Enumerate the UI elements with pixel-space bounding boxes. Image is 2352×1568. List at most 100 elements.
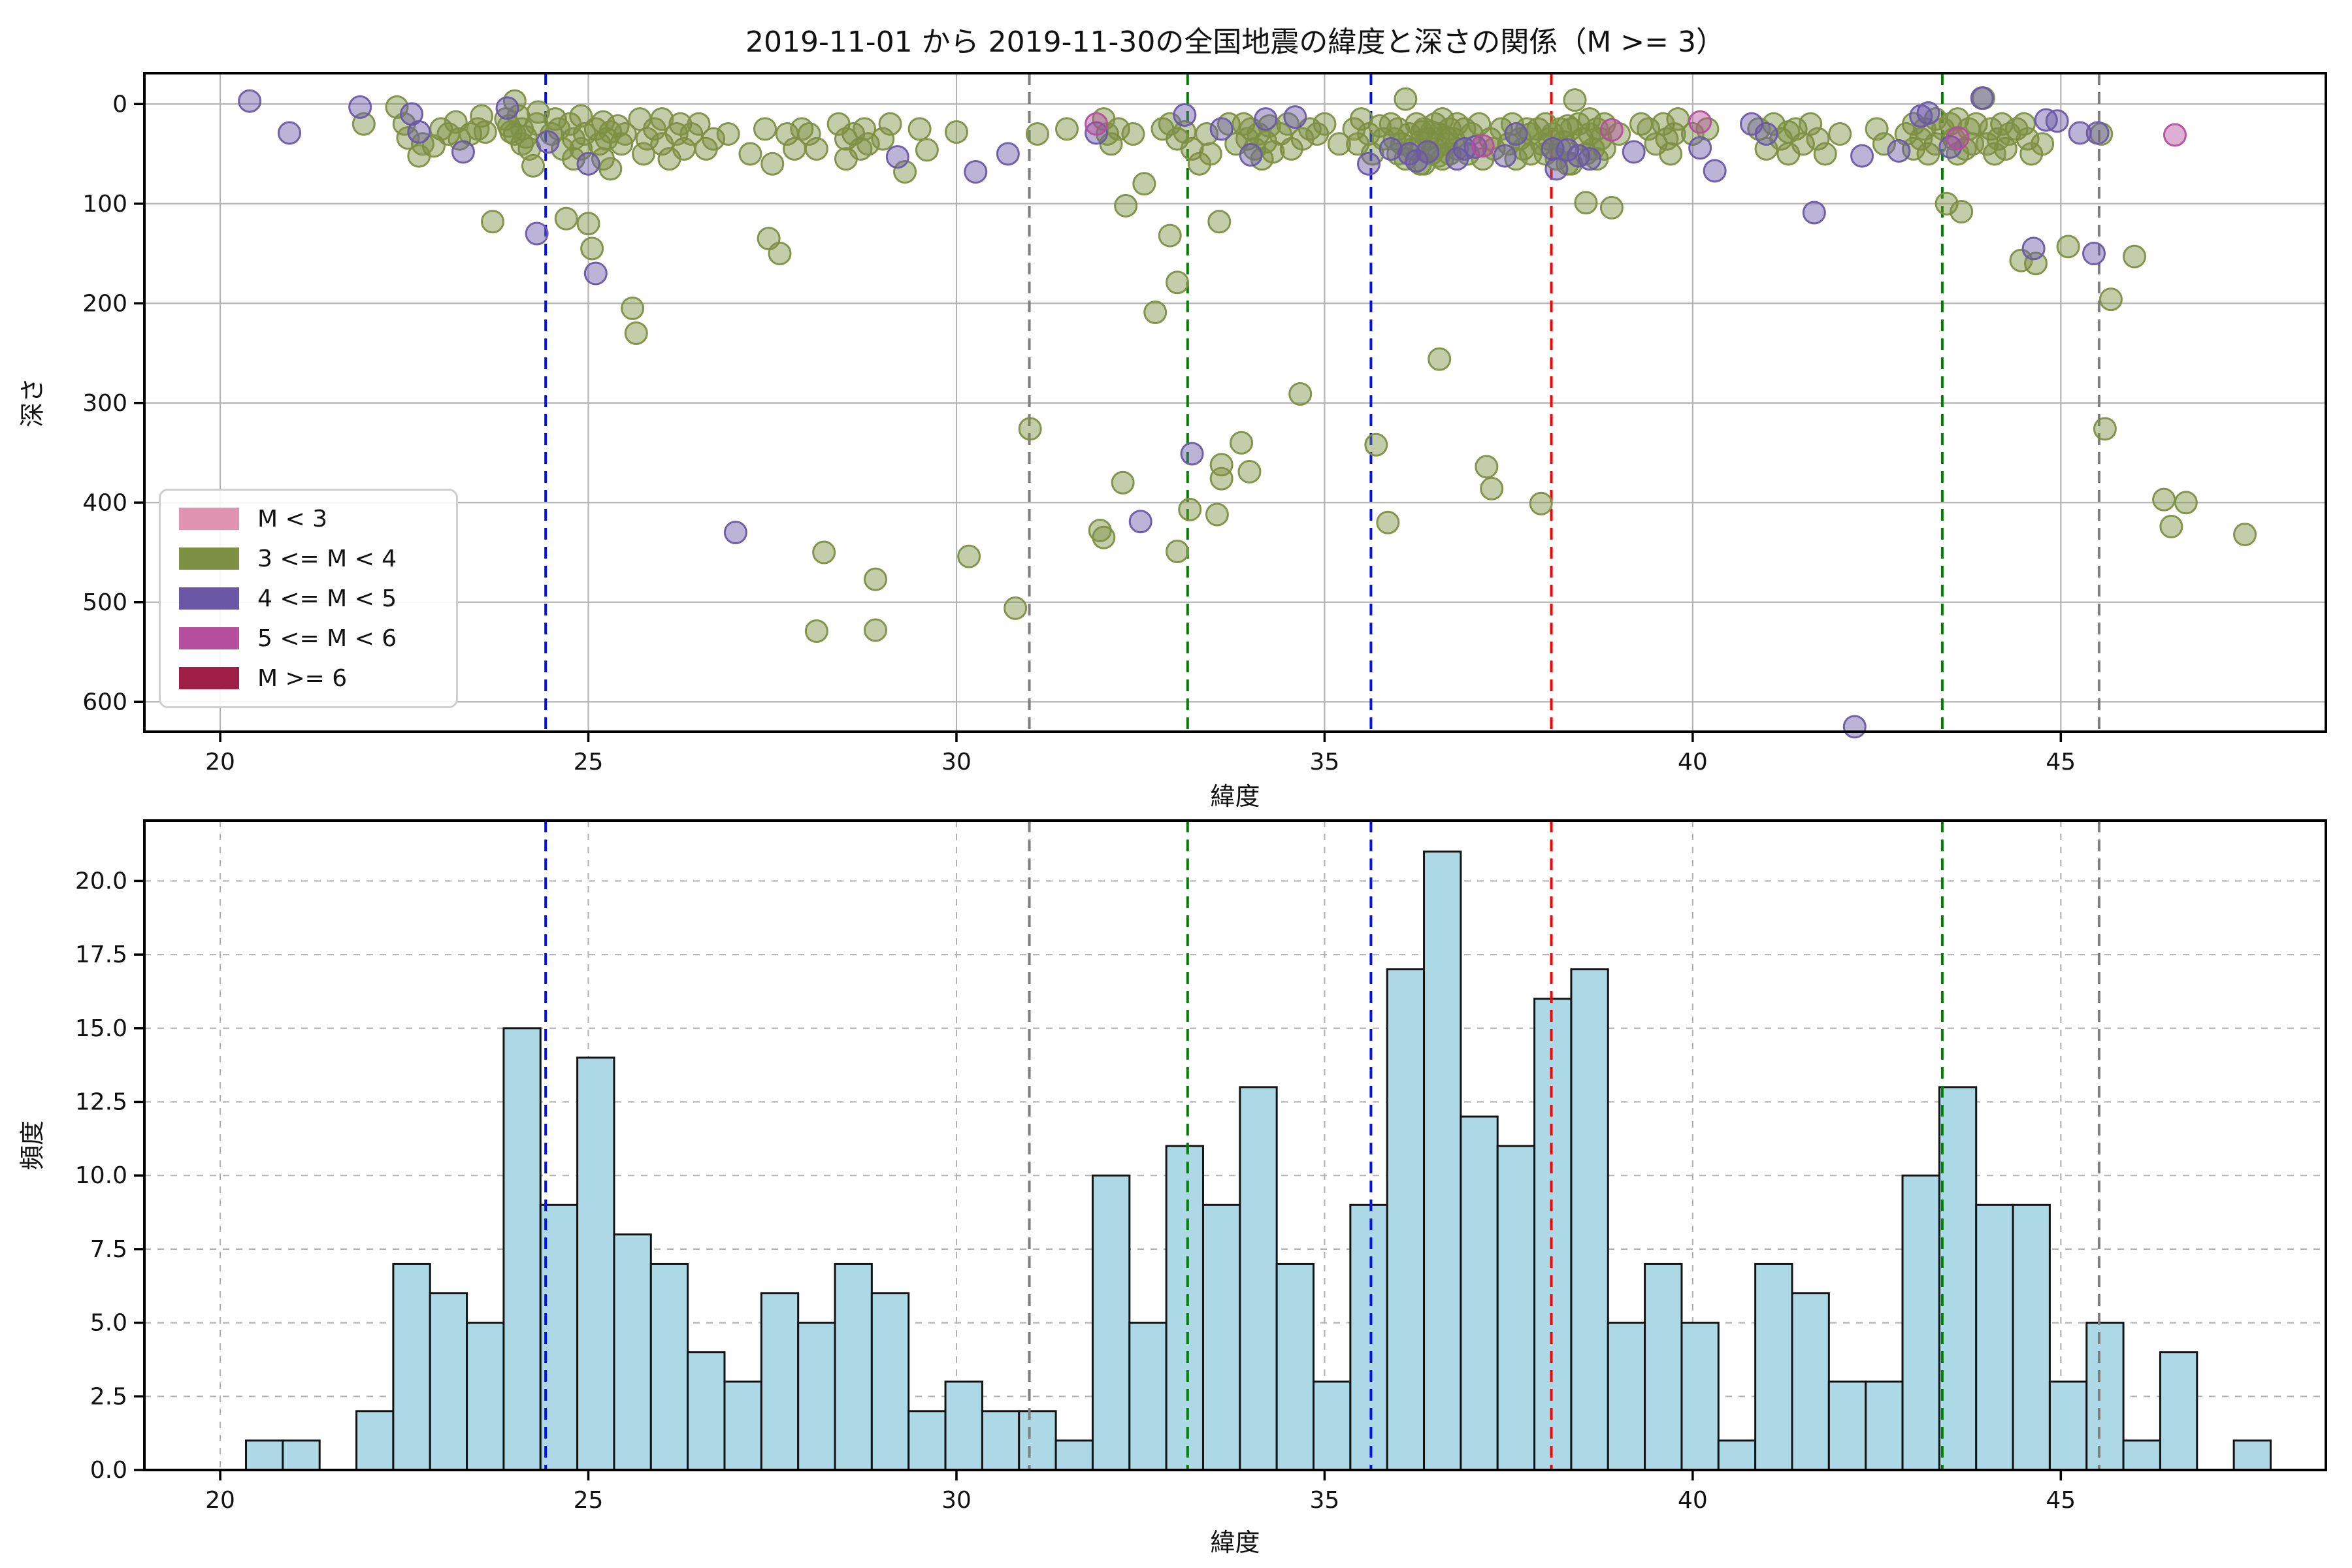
scatter-point (760, 152, 785, 176)
scatter-point (702, 127, 726, 151)
histogram-bar (1717, 1439, 1757, 1471)
scatter-point (2152, 487, 2176, 512)
histogram-bar (1386, 968, 1426, 1471)
scatter-point (1850, 144, 1874, 168)
scatter-point (1802, 201, 1826, 225)
y-tick-label: 400 (82, 489, 127, 516)
x-tick-label: 40 (1678, 1487, 1708, 1514)
histogram-bar (1018, 1410, 1057, 1471)
scatter-point (1637, 117, 1661, 141)
scatter-point (1688, 136, 1712, 160)
scatter-point (1806, 127, 1830, 151)
scatter-point (1416, 140, 1440, 164)
histogram-bar (1754, 1262, 1793, 1471)
scatter-point (1173, 103, 1197, 127)
scatter-point (583, 261, 608, 286)
x-tick-label: 30 (941, 1487, 972, 1514)
legend-item: M >= 6 (179, 663, 438, 693)
y-tick-label: 600 (82, 689, 127, 715)
histogram-bar (1570, 968, 1609, 1471)
scatter-point (1205, 502, 1229, 527)
scatter-point (1428, 347, 1452, 371)
histogram-bar (1275, 1262, 1315, 1471)
scatter-point (576, 152, 600, 176)
histogram-bar (1938, 1086, 1978, 1471)
scatter-point (1178, 497, 1202, 521)
scatter-series (238, 86, 2110, 739)
histogram-bar (2159, 1351, 2198, 1471)
y-tick-label: 0.0 (90, 1457, 127, 1484)
y-tick-label: 17.5 (75, 941, 127, 968)
histogram-bar (870, 1292, 910, 1471)
scatter-point (1230, 431, 1254, 455)
scatter-point (1887, 139, 1911, 163)
histogram-bar (1791, 1292, 1830, 1471)
magnitude-legend: M < 3 3 <= M < 4 4 <= M < 5 5 <= M < 6 M >= … (159, 489, 458, 708)
scatter-point (1982, 142, 2006, 166)
legend-item: 3 <= M < 4 (179, 544, 438, 574)
scatter-point (1480, 476, 1504, 500)
histogram-plot: 20 25 30 35 40 45 0.0 2.5 5.0 7.5 10.0 12.5 15.0 17.5… (75, 819, 2327, 1514)
scatter-point (1599, 118, 1624, 142)
scatter-point (569, 137, 593, 161)
histogram-bar (1313, 1380, 1352, 1471)
scatter-plot: 20 25 30 35 40 45 0 100 200 300 400 500 600 (82, 72, 2327, 776)
x-tick-label: 20 (205, 1487, 235, 1514)
scatter-point (1923, 132, 1948, 156)
scatter-point (1180, 442, 1204, 466)
scatter-series (351, 86, 2257, 643)
scatter-point (871, 127, 895, 151)
legend-item: 4 <= M < 5 (179, 583, 438, 613)
scatter-point (1114, 193, 1138, 218)
histogram-bar (1607, 1322, 1646, 1471)
scatter-point (1799, 112, 1823, 136)
scatter-point (1662, 122, 1686, 146)
scatter-point (856, 132, 880, 156)
scatter-point (853, 117, 877, 141)
legend-swatch (179, 547, 239, 570)
y-tick-label: 5.0 (90, 1310, 127, 1337)
x-tick-label: 25 (574, 1487, 604, 1514)
legend-swatch (179, 508, 239, 530)
scatter-point (2159, 514, 2183, 538)
scatter-point (2068, 121, 2092, 145)
scatter-point (1379, 137, 1403, 161)
histogram-bar (576, 1056, 615, 1471)
y-tick-label: 10.0 (75, 1162, 127, 1189)
scatter-point (473, 120, 497, 144)
legend-label: 3 <= M < 4 (257, 545, 397, 572)
scatter-point (481, 210, 505, 234)
scatter-point (1166, 270, 1190, 295)
scatter-point (1471, 134, 1495, 158)
scatter-point (1106, 117, 1130, 141)
scatter-point (1970, 86, 1994, 110)
scatter-point (1158, 223, 1182, 248)
bottom-y-axis-label: 頻度 (18, 1120, 47, 1171)
legend-item: M < 3 (179, 504, 438, 534)
scatter-point (348, 95, 372, 119)
histogram-bar (1865, 1380, 1904, 1471)
scatter-point (2082, 242, 2106, 266)
scatter-point (1376, 510, 1400, 534)
legend-label: M < 3 (257, 505, 328, 532)
legend-label: 4 <= M < 5 (257, 585, 397, 612)
legend-swatch (179, 627, 239, 649)
top-y-axis-label: 深さ (18, 377, 47, 428)
scatter-point (964, 159, 988, 184)
histogram-bar (1165, 1145, 1204, 1471)
scatter-point (1239, 143, 1263, 167)
scatter-point (2085, 121, 2110, 145)
x-tick-label: 45 (2046, 749, 2076, 776)
scatter-point (238, 89, 262, 113)
scatter-point (621, 296, 645, 320)
scatter-point (864, 567, 888, 591)
scatter-point (1574, 191, 1598, 215)
legend-swatch (179, 587, 239, 610)
scatter-point (812, 540, 836, 564)
scatter-point (1180, 137, 1204, 161)
scatter-point (1563, 88, 1587, 112)
scatter-point (650, 107, 674, 131)
scatter-point (1599, 195, 1624, 220)
legend-item: 5 <= M < 6 (179, 623, 438, 653)
